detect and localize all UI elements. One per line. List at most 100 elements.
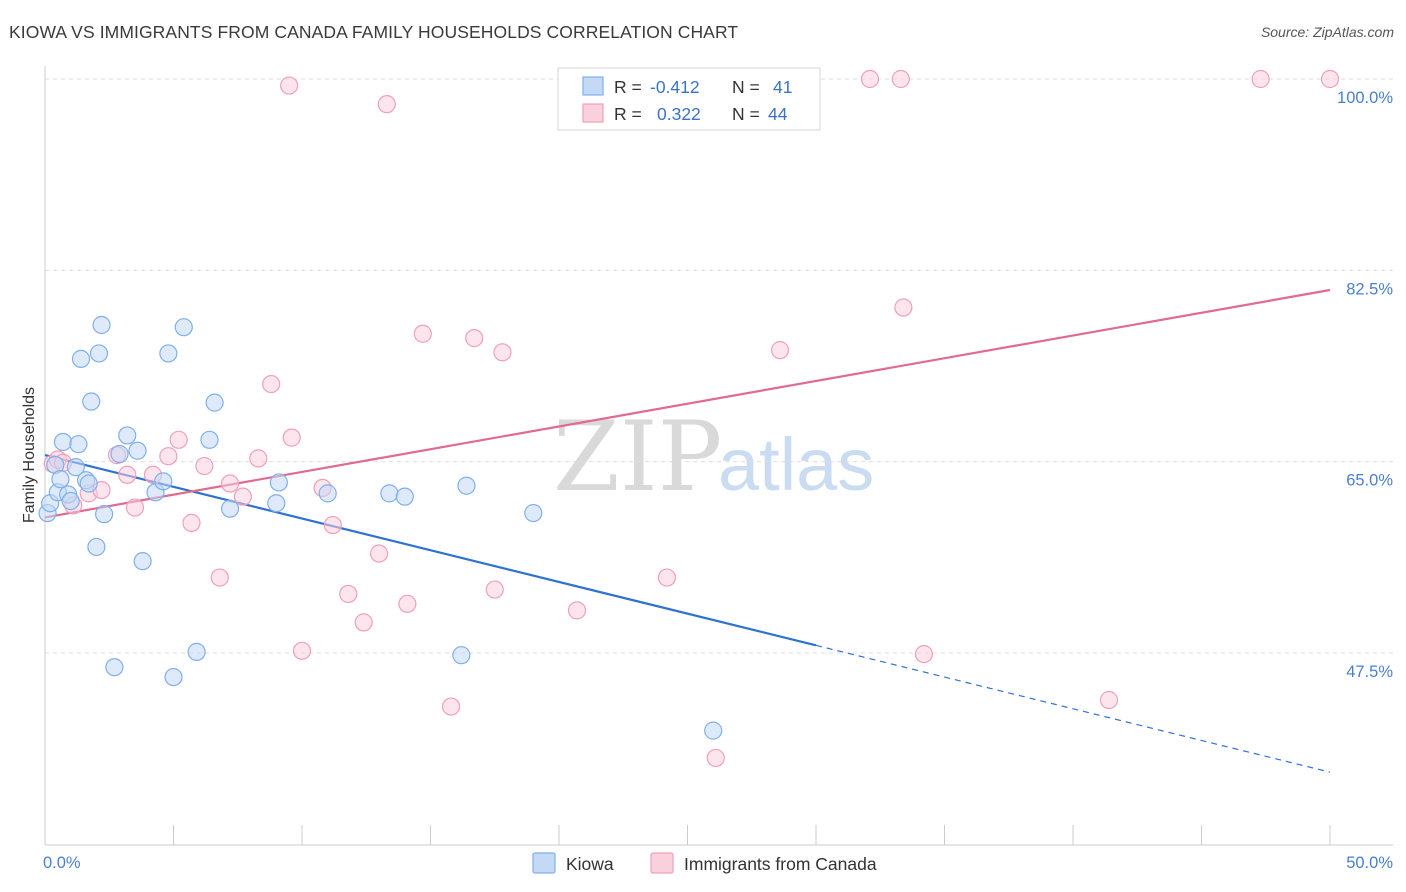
legend-n-value-canada: 44: [768, 104, 788, 124]
point-canada-37: [770, 341, 790, 360]
point-canada-39: [891, 69, 910, 89]
point-canada-26: [370, 544, 389, 563]
point-canada-35: [657, 568, 677, 587]
point-canada-29: [413, 324, 432, 343]
point-kiowa-33: [269, 473, 288, 492]
point-kiowa-9: [69, 435, 88, 454]
point-canada-8: [125, 498, 145, 517]
point-kiowa-35: [380, 484, 399, 503]
point-canada-36: [706, 748, 725, 768]
point-kiowa-27: [174, 318, 193, 337]
point-kiowa-12: [79, 474, 98, 493]
point-kiowa-13: [82, 392, 101, 411]
point-kiowa-32: [267, 494, 286, 513]
point-canada-44: [1320, 69, 1340, 89]
bottom-legend-label-canada: Immigrants from Canada: [684, 854, 877, 874]
bottom-legend-swatch-kiowa: [532, 852, 556, 874]
point-canada-40: [894, 298, 913, 317]
y-axis-label: Family Households: [21, 387, 38, 523]
point-kiowa-16: [92, 315, 111, 335]
point-kiowa-8: [66, 458, 85, 477]
point-kiowa-29: [200, 430, 219, 449]
point-canada-24: [339, 584, 358, 604]
y-tick-label-0: 47.5%: [1346, 663, 1393, 681]
legend-n-value-kiowa: 41: [773, 77, 792, 97]
point-kiowa-37: [452, 646, 471, 665]
point-canada-30: [441, 697, 461, 716]
point-kiowa-4: [51, 470, 70, 489]
y-tick-label-3: 100.0%: [1337, 89, 1393, 107]
point-kiowa-24: [154, 472, 173, 491]
point-kiowa-19: [110, 444, 129, 464]
point-kiowa-7: [61, 491, 80, 511]
legend-r-value-kiowa: -0.412: [650, 77, 700, 97]
point-canada-10: [159, 447, 178, 466]
point-canada-25: [354, 613, 373, 632]
trend-line-dashed-0: [815, 644, 1331, 773]
source-label: Source: ZipAtlas.com: [1260, 24, 1394, 40]
point-kiowa-36: [395, 487, 414, 506]
y-tick-label-1: 65.0%: [1346, 472, 1393, 490]
point-kiowa-28: [187, 642, 206, 662]
trend-line-0: [44, 454, 817, 647]
point-kiowa-18: [105, 658, 124, 677]
bottom-legend: Kiowa Immigrants from Canada: [532, 852, 877, 874]
point-canada-23: [323, 515, 342, 535]
y-tick-label-2: 82.5%: [1346, 280, 1393, 298]
x-tick-label-min: 0.0%: [43, 854, 81, 872]
legend-swatch-kiowa: [582, 76, 604, 96]
point-canada-31: [465, 329, 484, 348]
y-tick-labels: 47.5% 65.0% 82.5% 100.0%: [1337, 89, 1393, 681]
legend-box: R = -0.412 N = 41 R = 0.322 N = 44: [557, 67, 821, 131]
point-canada-27: [377, 95, 396, 114]
point-canada-18: [262, 374, 281, 394]
point-kiowa-20: [118, 426, 137, 445]
point-kiowa-14: [87, 537, 106, 557]
point-canada-16: [233, 487, 252, 506]
legend-swatch-canada: [582, 103, 604, 123]
point-canada-17: [249, 449, 268, 468]
trend-lines: [44, 288, 1331, 773]
point-canada-32: [485, 580, 504, 599]
point-kiowa-21: [128, 441, 147, 460]
x-tick-label-max: 50.0%: [1346, 854, 1393, 872]
point-canada-11: [169, 430, 188, 449]
point-canada-12: [182, 513, 201, 532]
grid-lines: [45, 78, 1393, 654]
point-kiowa-30: [205, 393, 224, 412]
point-canada-28: [398, 594, 417, 613]
point-kiowa-22: [133, 552, 152, 571]
watermark-atlas: atlas: [718, 423, 874, 506]
point-canada-14: [210, 568, 229, 587]
bottom-legend-label-kiowa: Kiowa: [566, 854, 614, 874]
point-kiowa-38: [457, 476, 476, 495]
legend-r-label-kiowa: R =: [614, 77, 642, 97]
point-canada-7: [118, 465, 137, 484]
point-kiowa-39: [524, 503, 543, 523]
point-canada-42: [1099, 690, 1119, 710]
point-canada-20: [282, 428, 301, 447]
trend-line-1: [44, 288, 1331, 519]
point-kiowa-26: [164, 667, 183, 687]
point-canada-15: [220, 474, 240, 493]
legend-n-label-kiowa: N =: [732, 77, 760, 97]
point-canada-21: [292, 641, 312, 660]
bottom-legend-swatch-canada: [650, 852, 674, 874]
point-kiowa-5: [53, 432, 73, 452]
point-kiowa-34: [318, 484, 337, 503]
watermark-zip: ZIP: [553, 401, 722, 513]
point-kiowa-17: [95, 505, 114, 524]
point-canada-13: [195, 456, 214, 476]
legend-r-label-canada: R =: [614, 104, 642, 124]
point-kiowa-15: [89, 344, 109, 363]
point-canada-19: [280, 76, 299, 95]
chart-title: KIOWA VS IMMIGRANTS FROM CANADA FAMILY H…: [9, 22, 739, 42]
point-canada-41: [914, 644, 934, 664]
data-points: [38, 69, 1340, 768]
point-canada-34: [567, 601, 587, 620]
point-canada-43: [1251, 69, 1270, 89]
point-kiowa-40: [704, 721, 723, 740]
point-kiowa-25: [159, 344, 178, 363]
point-kiowa-10: [71, 349, 91, 368]
